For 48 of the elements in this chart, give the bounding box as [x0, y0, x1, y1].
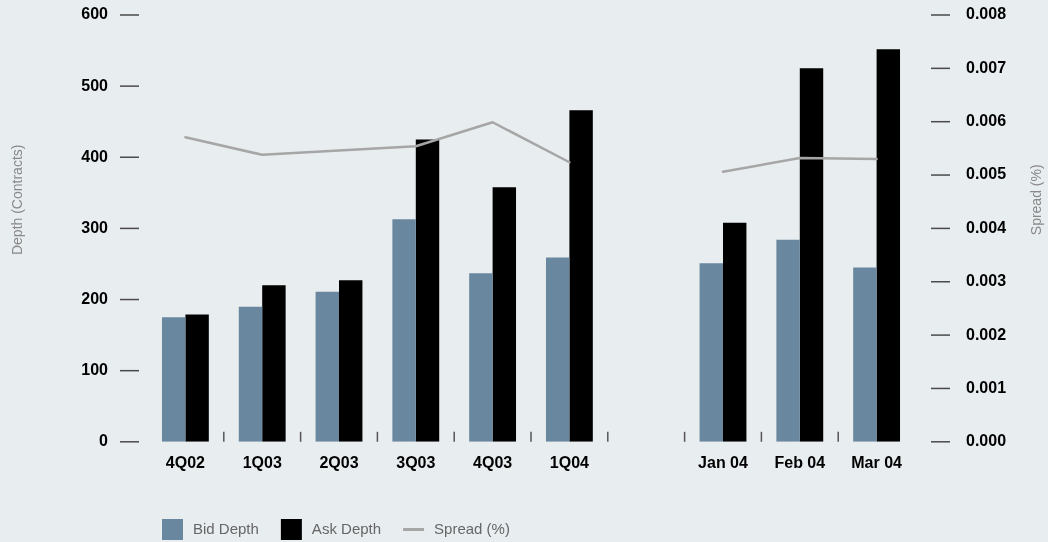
y2-tick-label: 0.006: [966, 112, 1007, 130]
bar: [876, 49, 901, 442]
bar: [315, 291, 339, 442]
bar: [339, 280, 363, 442]
legend-label: Bid Depth: [193, 519, 259, 537]
y-tick-label: 600: [81, 5, 109, 23]
bar: [569, 110, 593, 442]
bar: [469, 273, 493, 442]
bar: [185, 314, 209, 442]
x-tick-label: Jan 04: [698, 453, 749, 471]
bar: [238, 306, 263, 442]
x-tick-label: 4Q03: [473, 453, 513, 471]
legend-label: Spread (%): [434, 519, 510, 537]
bar: [262, 285, 286, 442]
bar: [853, 267, 877, 442]
y2-tick-label: 0.008: [966, 5, 1007, 23]
x-tick-label: 4Q02: [165, 453, 206, 471]
legend-label: Ask Depth: [311, 519, 382, 537]
y2-tick-label: 0.001: [966, 378, 1007, 396]
bar: [699, 263, 723, 442]
y2-tick-label: 0.007: [966, 58, 1007, 76]
y2-tick-label: 0.000: [966, 432, 1007, 450]
bar: [776, 239, 800, 442]
x-tick-label: 3Q03: [396, 453, 436, 471]
y2-tick-label: 0.003: [966, 272, 1007, 290]
y-axis-title: Depth (Contracts): [8, 144, 25, 256]
y-tick-label: 0: [99, 432, 109, 450]
bar: [161, 317, 186, 442]
x-tick-label: 1Q04: [549, 453, 590, 471]
y2-tick-label: 0.004: [966, 218, 1007, 236]
bar: [492, 187, 517, 442]
y-tick-label: 100: [81, 361, 109, 379]
y2-tick-label: 0.002: [966, 325, 1007, 343]
y2-tick-label: 0.005: [966, 165, 1007, 183]
x-tick-label: 2Q03: [319, 453, 359, 471]
y-tick-label: 300: [81, 218, 109, 236]
y2-axis-title: Spread (%): [1027, 164, 1044, 236]
bar: [723, 222, 747, 442]
x-tick-label: Feb 04: [774, 453, 826, 471]
y-tick-label: 400: [81, 147, 109, 165]
x-tick-label: Mar 04: [851, 453, 903, 471]
bar: [545, 257, 570, 442]
bar: [415, 139, 440, 442]
bar: [799, 68, 824, 442]
y-tick-label: 200: [81, 289, 109, 307]
bar: [392, 219, 416, 442]
y-tick-label: 500: [81, 76, 109, 94]
x-tick-label: 1Q03: [242, 453, 282, 471]
